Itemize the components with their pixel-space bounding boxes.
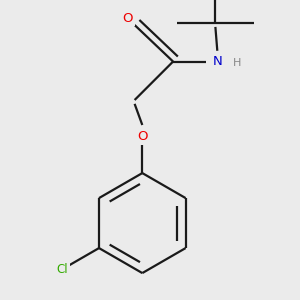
Text: H: H (233, 58, 242, 68)
Text: O: O (122, 12, 133, 25)
Text: N: N (212, 55, 222, 68)
Text: Cl: Cl (57, 263, 68, 276)
Text: O: O (137, 130, 148, 143)
